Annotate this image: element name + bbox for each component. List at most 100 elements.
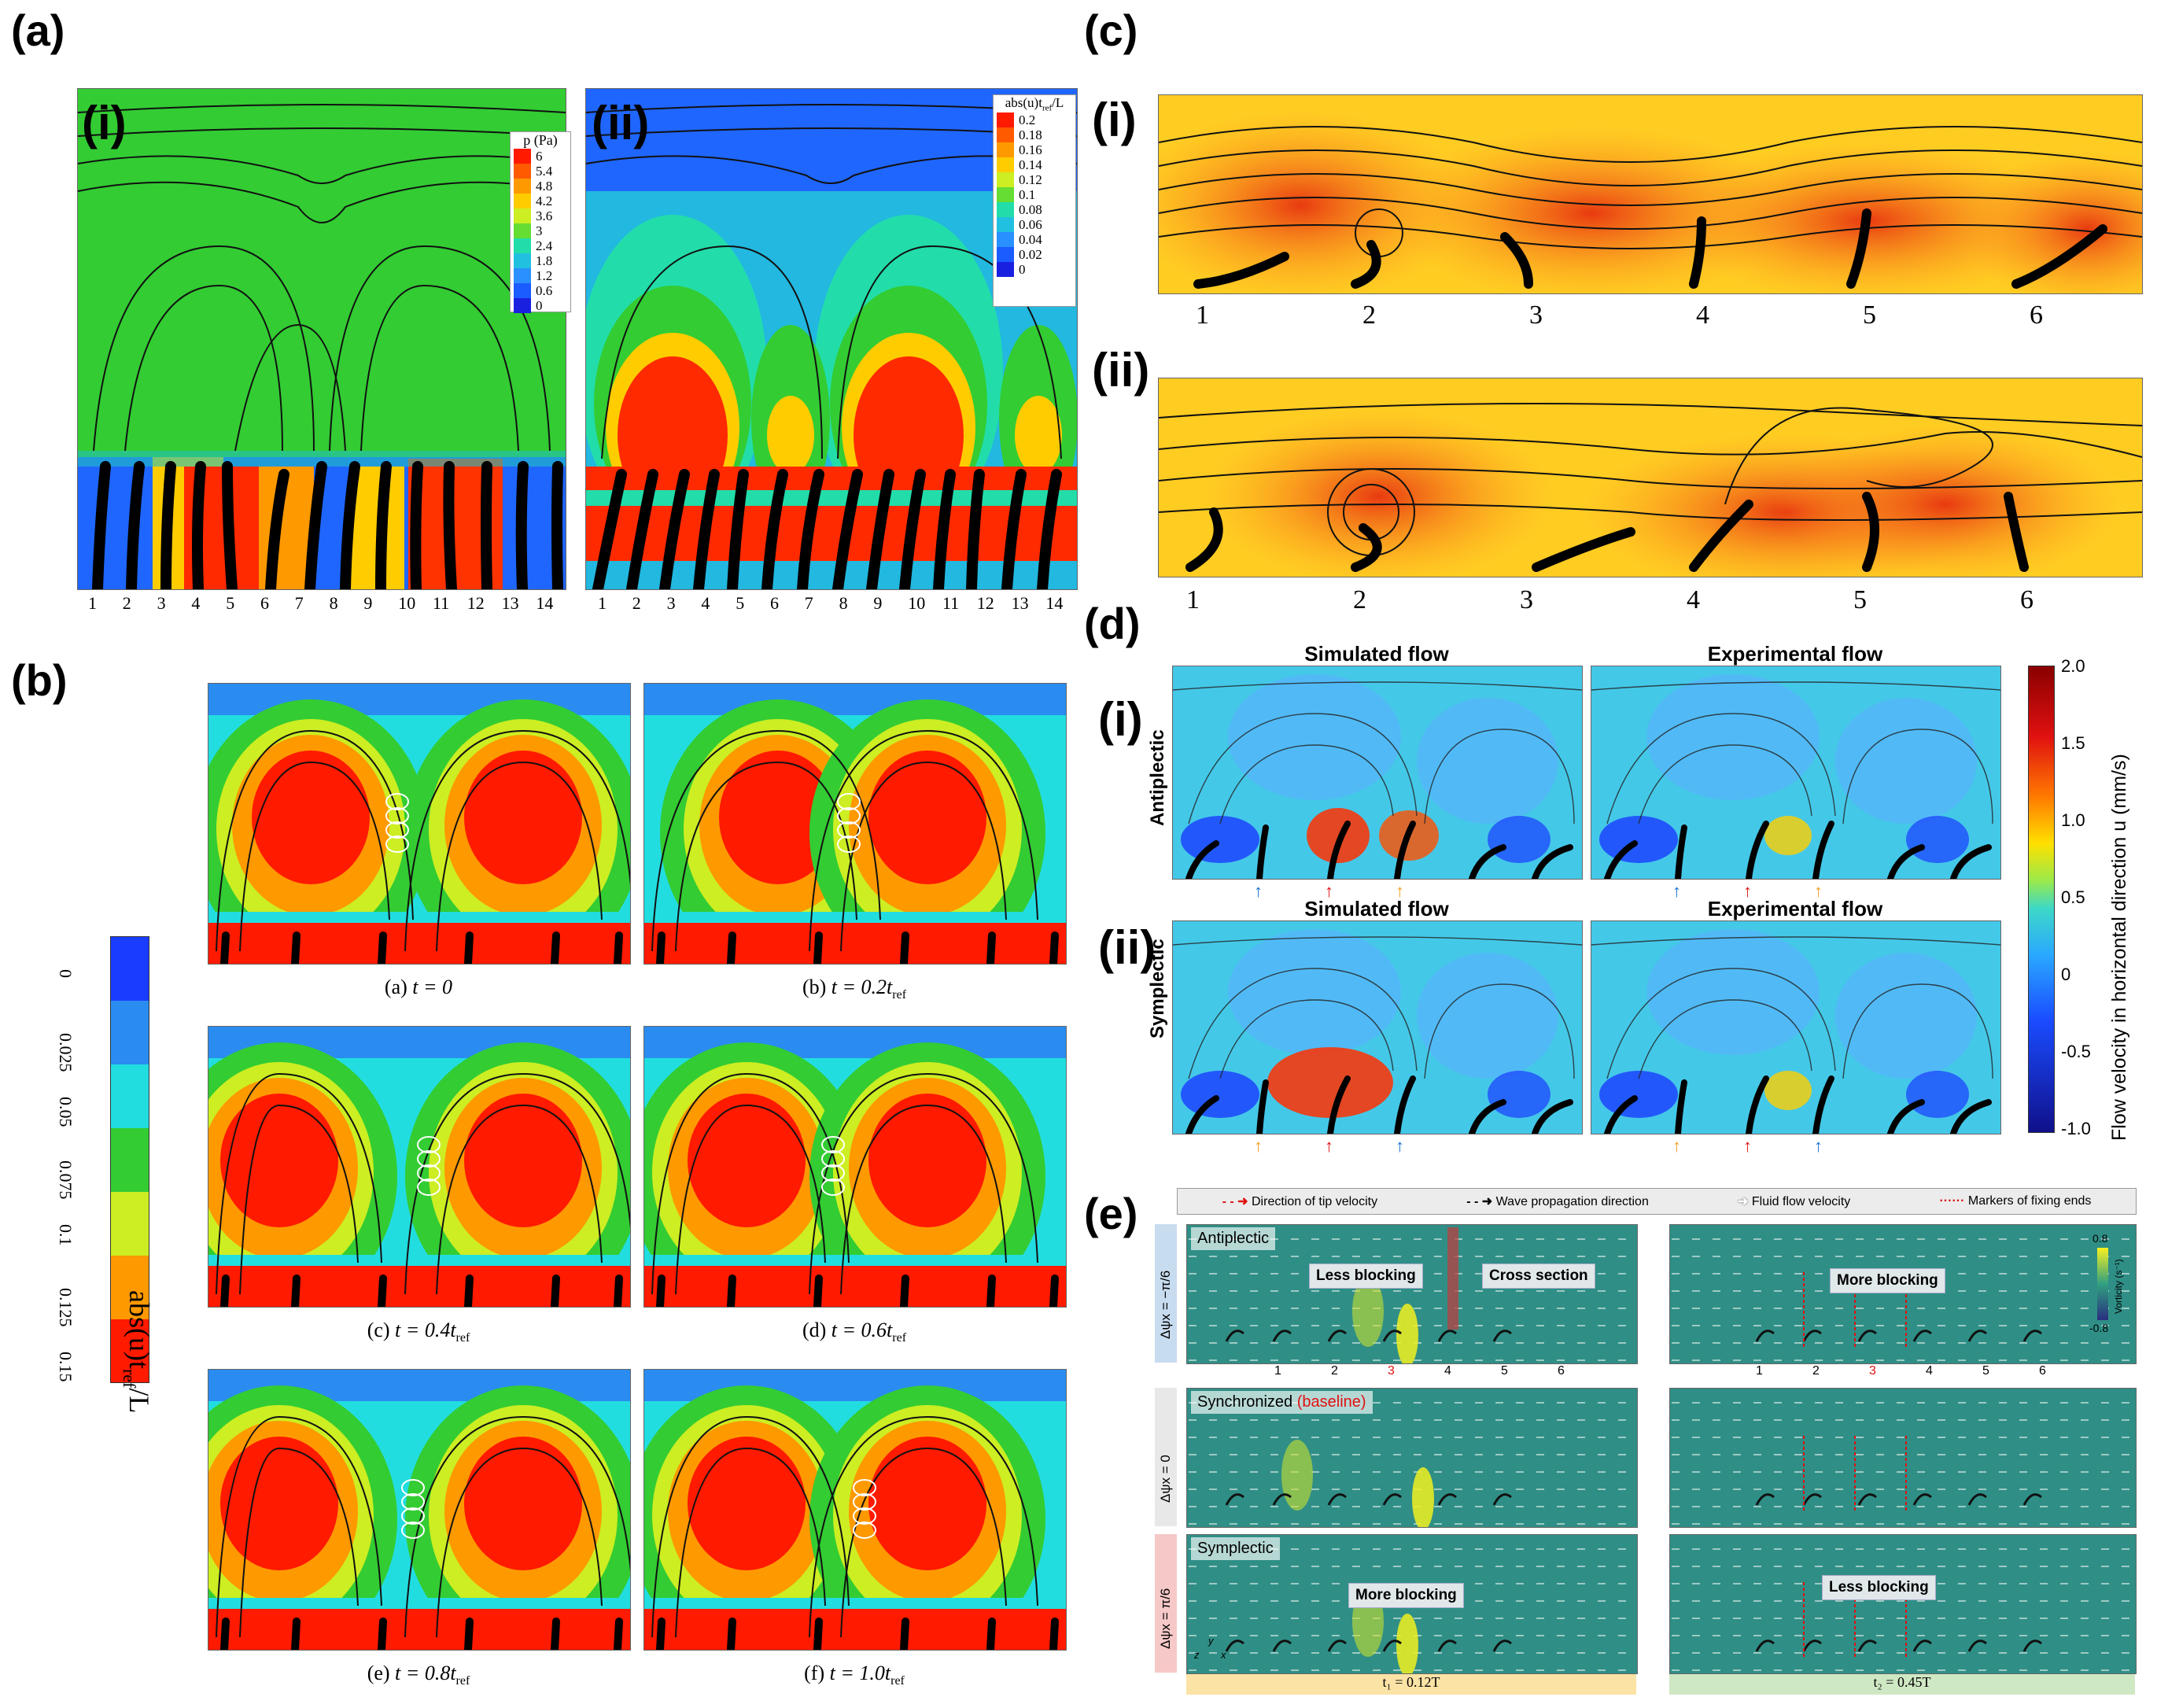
panel-e-number: 1 — [1274, 1364, 1281, 1378]
plot-field — [1173, 929, 1582, 1134]
panel-d-plot — [1172, 666, 1583, 880]
panel-b-frame — [643, 1369, 1067, 1651]
legend-swatch — [997, 127, 1014, 143]
legend-row: 4.8 — [514, 179, 570, 194]
legend-row: 0.12 — [997, 172, 1075, 188]
panel-c-label: (c) — [1084, 6, 1138, 55]
cilium-number: 13 — [501, 593, 519, 613]
panel-e-frame — [1669, 1534, 2137, 1674]
legend-tick: 0.08 — [1019, 201, 1042, 217]
panel-d-ii-sim-title: Simulated flow — [1304, 897, 1449, 920]
panel-e-number: 2 — [1331, 1364, 1338, 1378]
panel-e-frame — [1669, 1224, 2137, 1364]
panel-b-frame — [643, 1026, 1067, 1308]
panel-b-colorbar — [110, 936, 149, 1383]
panel-c-ii-plot — [1158, 378, 2143, 577]
legend-tick: 0.06 — [1019, 216, 1042, 232]
axis-glyph-label: z — [1194, 1649, 1200, 1661]
colorbar-tick: 0.1 — [56, 1224, 76, 1246]
cilium-number: 3 — [1520, 585, 1533, 614]
panel-e-number: 3 — [1869, 1364, 1876, 1378]
legend-tick: 0.18 — [1019, 127, 1042, 142]
legend-row: 0.06 — [997, 216, 1075, 233]
colorbar-tick: 0.15 — [56, 1352, 76, 1382]
panel-e-label: (e) — [1084, 1189, 1138, 1238]
panel-b-frame-caption: (b) t = 0.2tref — [802, 976, 907, 1002]
cilium-number: 2 — [632, 593, 641, 613]
cilium-number: 5 — [736, 593, 745, 613]
panel-b-label: (b) — [11, 655, 68, 705]
frame-field — [208, 699, 630, 964]
colorbar-tick: -1.0 — [2061, 1119, 2091, 1138]
panel-b-frame-caption: (a) t = 0 — [384, 976, 453, 998]
panel-e-frame — [1669, 1388, 2137, 1528]
cilium-number: 2 — [122, 593, 131, 613]
cilium-number: 6 — [2030, 301, 2043, 330]
cilium-number: 3 — [1529, 301, 1543, 330]
legend-tick: 1.2 — [536, 267, 553, 283]
panel-e-row-phase: Δψx = π/6 — [1158, 1588, 1173, 1649]
legend-fluid-velocity: ➜ Fluid flow velocity — [1738, 1195, 1851, 1208]
cilium-number: 14 — [1045, 593, 1064, 613]
cilium-marker-arrow: ↑ — [1743, 881, 1752, 901]
panel-d-ii-label: (ii) — [1098, 921, 1156, 974]
legend-tick: 4.8 — [536, 178, 553, 194]
legend-tick: 0.12 — [1019, 172, 1042, 187]
panel-d-i-sim-title: Simulated flow — [1304, 642, 1449, 666]
colorbar-tick: 0.075 — [56, 1160, 76, 1200]
cilium-number: 6 — [2020, 585, 2033, 614]
panel-b-frame — [208, 683, 631, 965]
legend-row: 0.6 — [514, 283, 570, 298]
panel-c-i-field — [1159, 111, 2142, 293]
panel-e-number: 5 — [1982, 1364, 1989, 1378]
cilium-marker-arrow: ↑ — [1814, 1136, 1823, 1156]
frame-field — [1189, 1238, 1626, 1363]
cilium-number: 10 — [398, 593, 416, 613]
panel-e-row-ylabel: Δψx = π/6 — [1155, 1534, 1177, 1673]
panel-e-row-ylabel: Δψx = 0 — [1155, 1388, 1177, 1526]
colorbar-tick: 0.05 — [56, 1097, 76, 1127]
frame-field — [1672, 1402, 2129, 1525]
plot-field — [1173, 674, 1582, 879]
legend-swatch — [997, 172, 1014, 188]
panel-a-ii-legend: abs(u)tref/L 0.2 0.18 0.16 0.14 0.12 0.1 0.08 0… — [993, 94, 1076, 307]
legend-tick: 0.6 — [536, 282, 553, 298]
legend-swatch — [514, 223, 531, 238]
legend-tick: 0.16 — [1019, 142, 1042, 157]
legend-swatch — [997, 217, 1014, 233]
panel-a-i-legend-ticks: 6 5.4 4.8 4.2 3.6 3 2.4 1.8 1.2 0.6 0 — [511, 149, 570, 313]
panel-b-frame-caption: (d) t = 0.6tref — [802, 1319, 907, 1345]
frame-field — [644, 1385, 1066, 1650]
cilium-number: 10 — [908, 593, 926, 613]
panel-e-time-1: t₁ = 0.12T — [1186, 1674, 1636, 1695]
panel-a-ii-plot — [585, 88, 1078, 590]
legend-fixing-ends: ······ Markers of fixing ends — [1939, 1194, 2092, 1208]
frame-field — [1189, 1402, 1626, 1527]
panel-e-row-ylabel: Δψx = −π/6 — [1155, 1224, 1177, 1363]
panel-d-row-antiplectic: Antiplectic — [1147, 729, 1168, 826]
panel-c-ii-field — [1159, 403, 2142, 577]
panel-d-label: (d) — [1084, 599, 1141, 648]
legend-tick: 0.2 — [1019, 112, 1036, 127]
panel-c-ii-label: (ii) — [1092, 344, 1150, 397]
legend-swatch — [514, 268, 531, 283]
cilium-number: 7 — [804, 593, 813, 613]
plot-field — [1591, 674, 2000, 879]
colorbar-tick: 0.025 — [56, 1033, 76, 1072]
panel-a-i-legend-title: p (Pa) — [523, 132, 558, 148]
cilium-number: 5 — [1853, 585, 1867, 614]
colorbar-tick: -0.5 — [2061, 1042, 2091, 1061]
cilium-number: 6 — [260, 593, 269, 613]
legend-tick: 6 — [536, 148, 543, 164]
legend-swatch — [997, 202, 1014, 218]
cilium-number: 9 — [873, 593, 883, 613]
legend-swatch — [997, 157, 1014, 173]
panel-b-frame-caption: (f) t = 1.0tref — [804, 1662, 905, 1688]
vorticity-colorbar — [2097, 1248, 2108, 1320]
panel-e-number: 2 — [1812, 1364, 1820, 1378]
cilium-marker-arrow: ↑ — [1814, 881, 1823, 901]
legend-row: 6 — [514, 149, 570, 164]
cilium-number: 2 — [1362, 301, 1376, 330]
vorticity-label: Vorticity (s⁻¹) — [2113, 1259, 2124, 1314]
cross-section-marker — [1447, 1227, 1458, 1330]
